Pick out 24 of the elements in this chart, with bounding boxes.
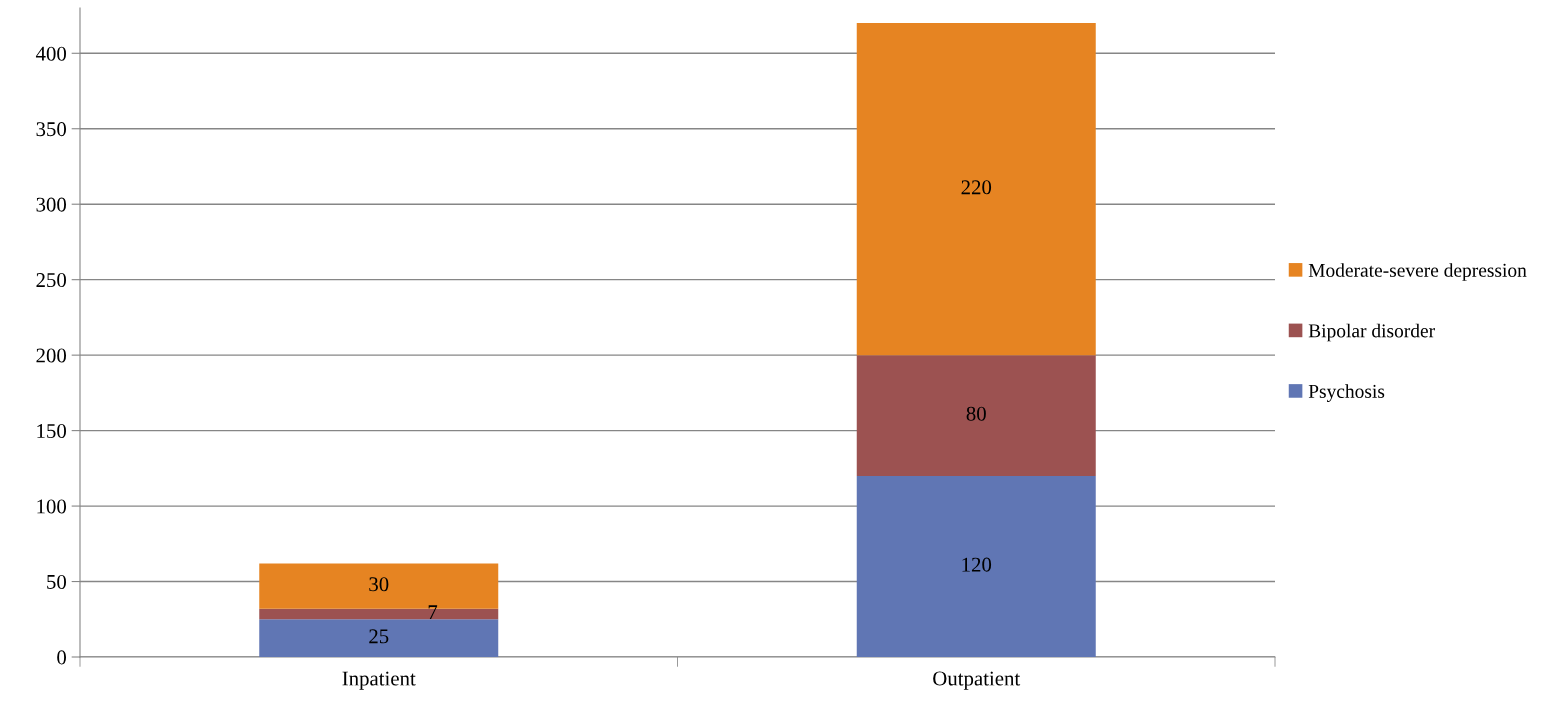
y-tick-label: 400 bbox=[35, 46, 67, 61]
data-label: 7 bbox=[428, 605, 438, 619]
y-tick-label: 300 bbox=[36, 197, 67, 212]
y-tick-label: 0 bbox=[57, 650, 67, 665]
bar bbox=[259, 619, 499, 657]
bar bbox=[856, 355, 1096, 476]
data-label: 80 bbox=[966, 406, 986, 421]
y-tick-label: 250 bbox=[36, 273, 67, 288]
data-label: 30 bbox=[369, 577, 389, 592]
data-label: 220 bbox=[961, 180, 992, 195]
legend-label: Bipolar disorder bbox=[1308, 323, 1435, 342]
data-label: 25 bbox=[369, 629, 389, 644]
x-tick-label: Inpatient bbox=[342, 671, 416, 690]
y-tick-label: 150 bbox=[37, 423, 67, 439]
legend-label: Moderate-severe depression bbox=[1308, 263, 1527, 281]
y-tick-label: 100 bbox=[37, 499, 67, 514]
bar bbox=[856, 475, 1096, 657]
legend-label: Psychosis bbox=[1308, 384, 1385, 402]
y-tick-label: 50 bbox=[47, 574, 67, 589]
y-tick-label: 200 bbox=[36, 348, 67, 363]
bar bbox=[856, 23, 1096, 356]
data-label: 120 bbox=[962, 557, 992, 572]
x-tick-label: Outpatient bbox=[933, 671, 1021, 690]
y-tick-label: 350 bbox=[36, 122, 67, 137]
